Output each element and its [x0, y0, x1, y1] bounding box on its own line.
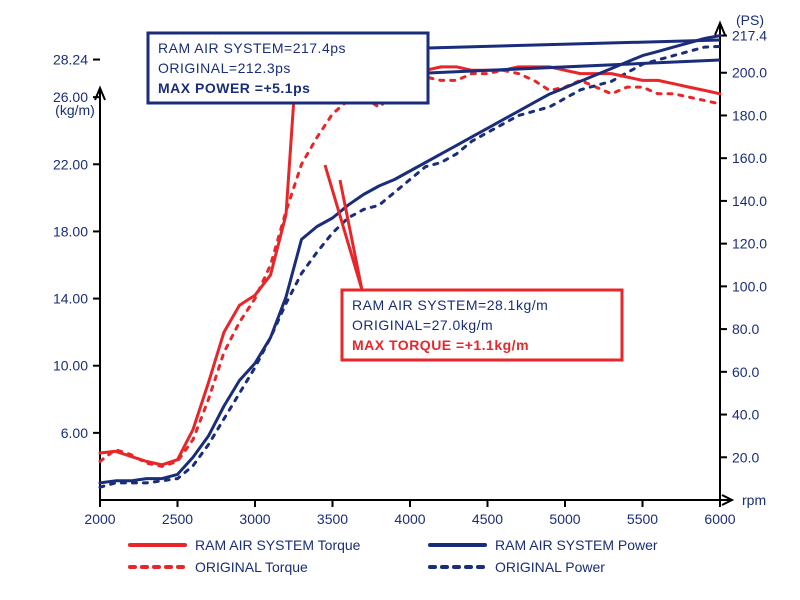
x-tick-label: 6000: [704, 511, 735, 527]
y-left-tick-label: 14.00: [53, 291, 88, 307]
x-tick-label: 4500: [472, 511, 503, 527]
x-tick-label: 4000: [394, 511, 425, 527]
power-callout-line: ORIGINAL=212.3ps: [158, 60, 291, 76]
y-right-tick-label: 217.4: [732, 28, 767, 44]
y-left-tick-label: 22.00: [53, 156, 88, 172]
legend-label-orig_power: ORIGINAL Power: [495, 559, 605, 575]
x-tick-label: 5000: [549, 511, 580, 527]
x-tick-label: 2500: [162, 511, 193, 527]
y-right-axis-label: (PS): [736, 12, 764, 28]
x-axis-label: rpm: [742, 492, 766, 508]
y-right-tick-label: 40.0: [732, 407, 759, 423]
y-right-tick-label: 180.0: [732, 107, 767, 123]
power-callout-line: RAM AIR SYSTEM=217.4ps: [158, 40, 346, 56]
legend-label-ram_power: RAM AIR SYSTEM Power: [495, 537, 658, 553]
y-right-tick-label: 140.0: [732, 193, 767, 209]
legend-label-orig_torque: ORIGINAL Torque: [195, 559, 308, 575]
x-tick-label: 3500: [317, 511, 348, 527]
power-callout-line: MAX POWER =+5.1ps: [158, 80, 310, 96]
legend-label-ram_torque: RAM AIR SYSTEM Torque: [195, 537, 361, 553]
series-ram_torque: [100, 60, 720, 465]
series-orig_torque: [100, 70, 720, 466]
dyno-chart: 2000 2500 3000 3500 4000 4500 5000 5500 6000 rpm 6…: [0, 0, 800, 600]
y-right-tick-label: 200.0: [732, 65, 767, 81]
x-tick-label: 3000: [239, 511, 270, 527]
y-left-axis-label: (kg/m): [55, 102, 95, 118]
y-left-tick-label: 18.00: [53, 223, 88, 239]
y-right-tick-label: 80.0: [732, 321, 759, 337]
y-right-tick-label: 20.0: [732, 449, 759, 465]
torque-callout-line: MAX TORQUE =+1.1kg/m: [352, 337, 529, 353]
torque-callout-leader: [325, 165, 362, 290]
y-right-tick-label: 120.0: [732, 236, 767, 252]
y-right-tick-label: 160.0: [732, 150, 767, 166]
torque-callout-line: ORIGINAL=27.0kg/m: [352, 317, 493, 333]
x-tick-label: 2000: [84, 511, 115, 527]
x-tick-label: 5500: [627, 511, 658, 527]
y-right-tick-label: 100.0: [732, 278, 767, 294]
y-left-tick-label: 10.00: [53, 358, 88, 374]
torque-callout-line: RAM AIR SYSTEM=28.1kg/m: [352, 297, 548, 313]
chart-svg: 2000 2500 3000 3500 4000 4500 5000 5500 6000 rpm 6…: [0, 0, 800, 600]
y-left-tick-label: 6.00: [61, 425, 88, 441]
y-left-tick-label: 28.24: [53, 52, 88, 68]
y-right-tick-label: 60.0: [732, 364, 759, 380]
series-orig_power: [100, 46, 720, 487]
